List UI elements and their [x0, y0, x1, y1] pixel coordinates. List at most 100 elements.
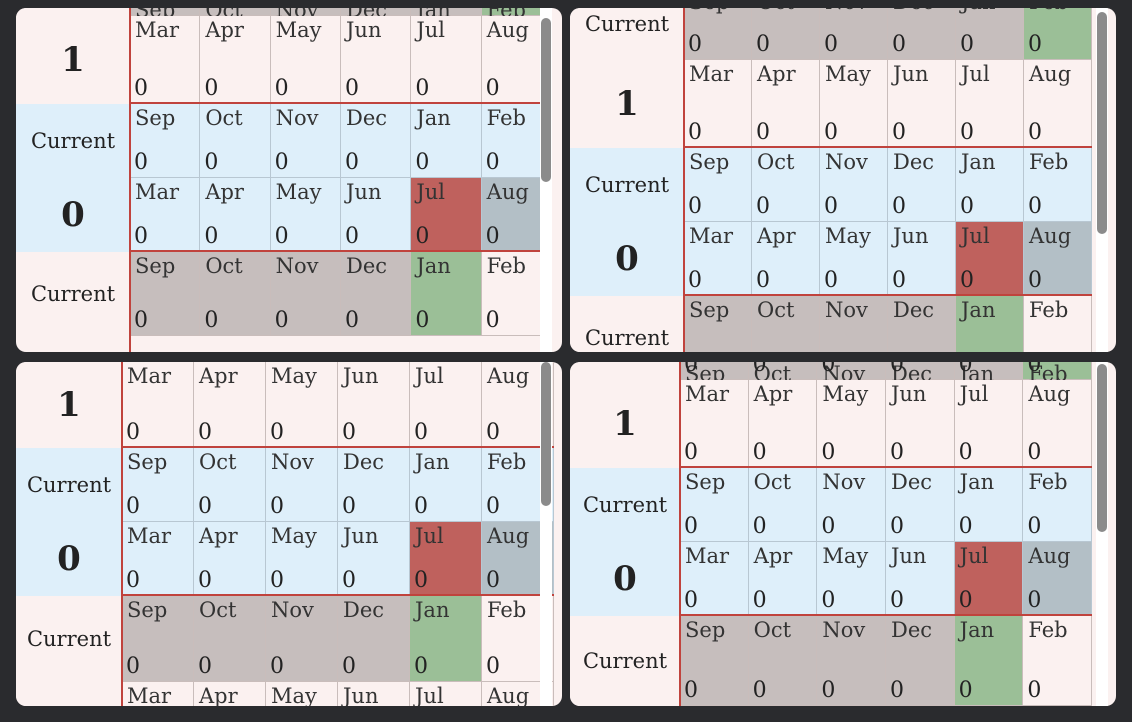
month-cell[interactable]: Jun 0	[341, 16, 412, 104]
month-cell[interactable]: Jun 0	[338, 522, 410, 596]
scrollbar[interactable]	[540, 8, 552, 352]
scrollbar-thumb[interactable]	[541, 18, 551, 182]
panel-top-right[interactable]: CurrentSep0Oct0Nov0Dec0Jan0Feb01Mar0Apr0…	[570, 8, 1116, 352]
scrollbar[interactable]	[1096, 8, 1108, 352]
month-cell[interactable]: Jun 0	[888, 222, 956, 296]
month-cell[interactable]: Jun 0	[888, 60, 956, 148]
panel-bottom-right[interactable]: Sep 0 Oct 0 Nov 0 Dec 0 Jan 0 Feb 0 1 Mar 0 Apr 0 May 0 Jun…	[570, 362, 1116, 706]
month-cell[interactable]: Jun 0	[341, 178, 412, 252]
month-cell[interactable]: Jun 0	[885, 380, 955, 468]
scrollbar-thumb[interactable]	[1097, 364, 1107, 532]
scrollbar[interactable]	[1096, 362, 1108, 706]
panel-top-left[interactable]: Sep0Oct0Nov0Dec0Jan0Feb01Mar0Apr0May0Jun…	[16, 8, 562, 352]
month-cell[interactable]: Jun 0	[885, 542, 955, 616]
scrollbar-thumb[interactable]	[1097, 12, 1107, 234]
